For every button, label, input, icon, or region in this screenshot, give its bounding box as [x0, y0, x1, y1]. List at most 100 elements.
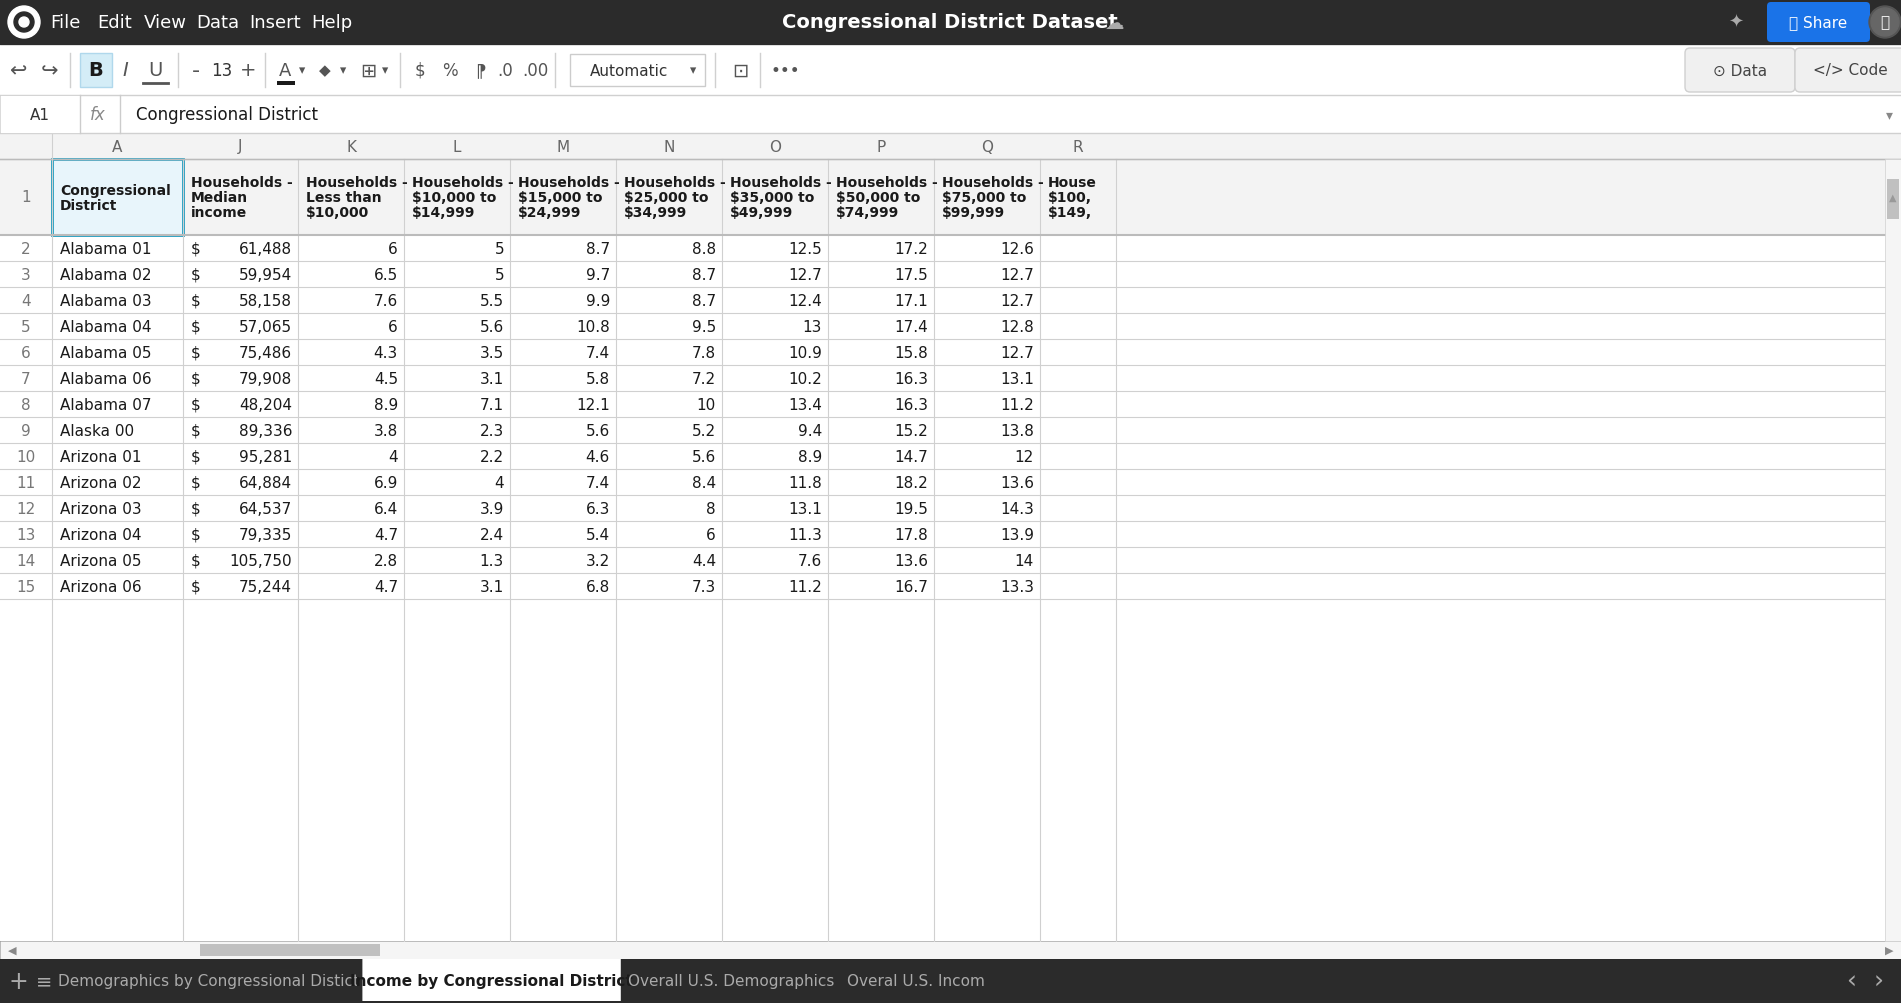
Text: ▲: ▲ — [1890, 193, 1897, 203]
Text: 8.7: 8.7 — [692, 267, 717, 282]
Text: ▾: ▾ — [690, 64, 696, 77]
Bar — [0, 96, 1901, 133]
Text: 48,204: 48,204 — [240, 397, 293, 412]
Text: 95,281: 95,281 — [240, 449, 293, 464]
Text: 11.2: 11.2 — [789, 579, 821, 594]
Text: 12.6: 12.6 — [1000, 242, 1034, 256]
Text: 3.8: 3.8 — [374, 423, 397, 438]
Text: $10,000 to: $10,000 to — [413, 191, 496, 205]
Text: 1: 1 — [21, 191, 30, 206]
Text: 13.6: 13.6 — [1000, 475, 1034, 490]
Text: 5.4: 5.4 — [586, 527, 610, 542]
Text: 4.6: 4.6 — [586, 449, 610, 464]
Text: N: N — [663, 139, 675, 154]
Text: 10: 10 — [17, 449, 36, 464]
Text: 8.7: 8.7 — [692, 293, 717, 308]
Text: +: + — [240, 61, 257, 80]
Text: 5.2: 5.2 — [692, 423, 717, 438]
Text: 10.9: 10.9 — [789, 345, 821, 360]
Text: $100,: $100, — [1047, 191, 1091, 205]
Bar — [0, 133, 1901, 159]
Text: 5: 5 — [494, 242, 504, 256]
Text: ≡: ≡ — [36, 972, 51, 991]
Text: </> Code: </> Code — [1814, 63, 1888, 78]
Text: 12.7: 12.7 — [789, 267, 821, 282]
Bar — [0, 46, 1901, 96]
Text: 7.2: 7.2 — [692, 371, 717, 386]
Text: 5.5: 5.5 — [479, 293, 504, 308]
Text: A1: A1 — [30, 107, 49, 122]
Text: 👥 Share: 👥 Share — [1789, 15, 1848, 30]
Text: %: % — [443, 62, 458, 80]
Text: Households -: Households - — [730, 176, 833, 190]
Text: 59,954: 59,954 — [240, 267, 293, 282]
Text: Edit: Edit — [97, 14, 133, 32]
Text: .00: .00 — [523, 62, 547, 80]
Text: ↪: ↪ — [42, 61, 59, 81]
Text: 2.3: 2.3 — [479, 423, 504, 438]
Text: 9.5: 9.5 — [692, 319, 717, 334]
Text: 4: 4 — [494, 475, 504, 490]
Text: Alaska 00: Alaska 00 — [61, 423, 135, 438]
Text: 11.2: 11.2 — [1000, 397, 1034, 412]
Circle shape — [13, 13, 34, 33]
Bar — [80, 54, 112, 88]
Text: ▾: ▾ — [340, 64, 346, 77]
Text: 12.7: 12.7 — [1000, 293, 1034, 308]
Text: ›: › — [1874, 969, 1884, 993]
Text: 64,537: 64,537 — [240, 502, 293, 516]
Text: Income by Congressional District: Income by Congressional District — [350, 974, 633, 989]
Text: •••: ••• — [770, 62, 800, 80]
Text: Less than: Less than — [306, 191, 382, 205]
Text: 7.1: 7.1 — [479, 397, 504, 412]
Text: 7.6: 7.6 — [374, 293, 397, 308]
Circle shape — [1869, 7, 1901, 39]
Text: J: J — [238, 139, 241, 154]
Text: 58,158: 58,158 — [240, 293, 293, 308]
Text: 2.4: 2.4 — [479, 527, 504, 542]
Text: O: O — [770, 139, 781, 154]
Text: $: $ — [190, 475, 202, 490]
Text: fx: fx — [89, 106, 106, 124]
Text: $25,000 to: $25,000 to — [624, 191, 709, 205]
Bar — [570, 55, 705, 87]
Text: $: $ — [190, 423, 202, 438]
Text: 6: 6 — [707, 527, 717, 542]
Text: 7.6: 7.6 — [798, 553, 821, 568]
Text: Arizona 02: Arizona 02 — [61, 475, 141, 490]
Text: 14.7: 14.7 — [893, 449, 928, 464]
Text: 12.7: 12.7 — [1000, 345, 1034, 360]
Text: Demographics by Congressional Distict: Demographics by Congressional Distict — [59, 974, 359, 989]
Text: 4: 4 — [21, 293, 30, 308]
Text: 13.1: 13.1 — [789, 502, 821, 516]
Bar — [1886, 159, 1901, 941]
Text: 12.8: 12.8 — [1000, 319, 1034, 334]
Text: A: A — [279, 62, 291, 80]
Text: 3.9: 3.9 — [479, 502, 504, 516]
Text: 3.1: 3.1 — [479, 579, 504, 594]
Text: +: + — [8, 969, 29, 993]
Text: U: U — [148, 61, 162, 80]
Text: 10: 10 — [698, 397, 717, 412]
Text: 8.9: 8.9 — [798, 449, 821, 464]
Text: ✦: ✦ — [1728, 14, 1743, 32]
Text: 89,336: 89,336 — [238, 423, 293, 438]
Text: 6.3: 6.3 — [586, 502, 610, 516]
Text: 6.4: 6.4 — [374, 502, 397, 516]
Text: ⊙ Data: ⊙ Data — [1713, 63, 1768, 78]
Text: 6: 6 — [21, 345, 30, 360]
Text: 13.6: 13.6 — [893, 553, 928, 568]
Text: 7.4: 7.4 — [586, 475, 610, 490]
Text: 11.8: 11.8 — [789, 475, 821, 490]
Text: 3.1: 3.1 — [479, 371, 504, 386]
Bar — [278, 82, 295, 86]
Text: Alabama 01: Alabama 01 — [61, 242, 152, 256]
Circle shape — [19, 18, 29, 28]
Text: 17.8: 17.8 — [893, 527, 928, 542]
FancyBboxPatch shape — [1684, 49, 1795, 93]
Text: 11: 11 — [17, 475, 36, 490]
Text: Insert: Insert — [249, 14, 300, 32]
Text: 12.5: 12.5 — [789, 242, 821, 256]
Text: 7: 7 — [21, 371, 30, 386]
Text: $35,000 to: $35,000 to — [730, 191, 814, 205]
